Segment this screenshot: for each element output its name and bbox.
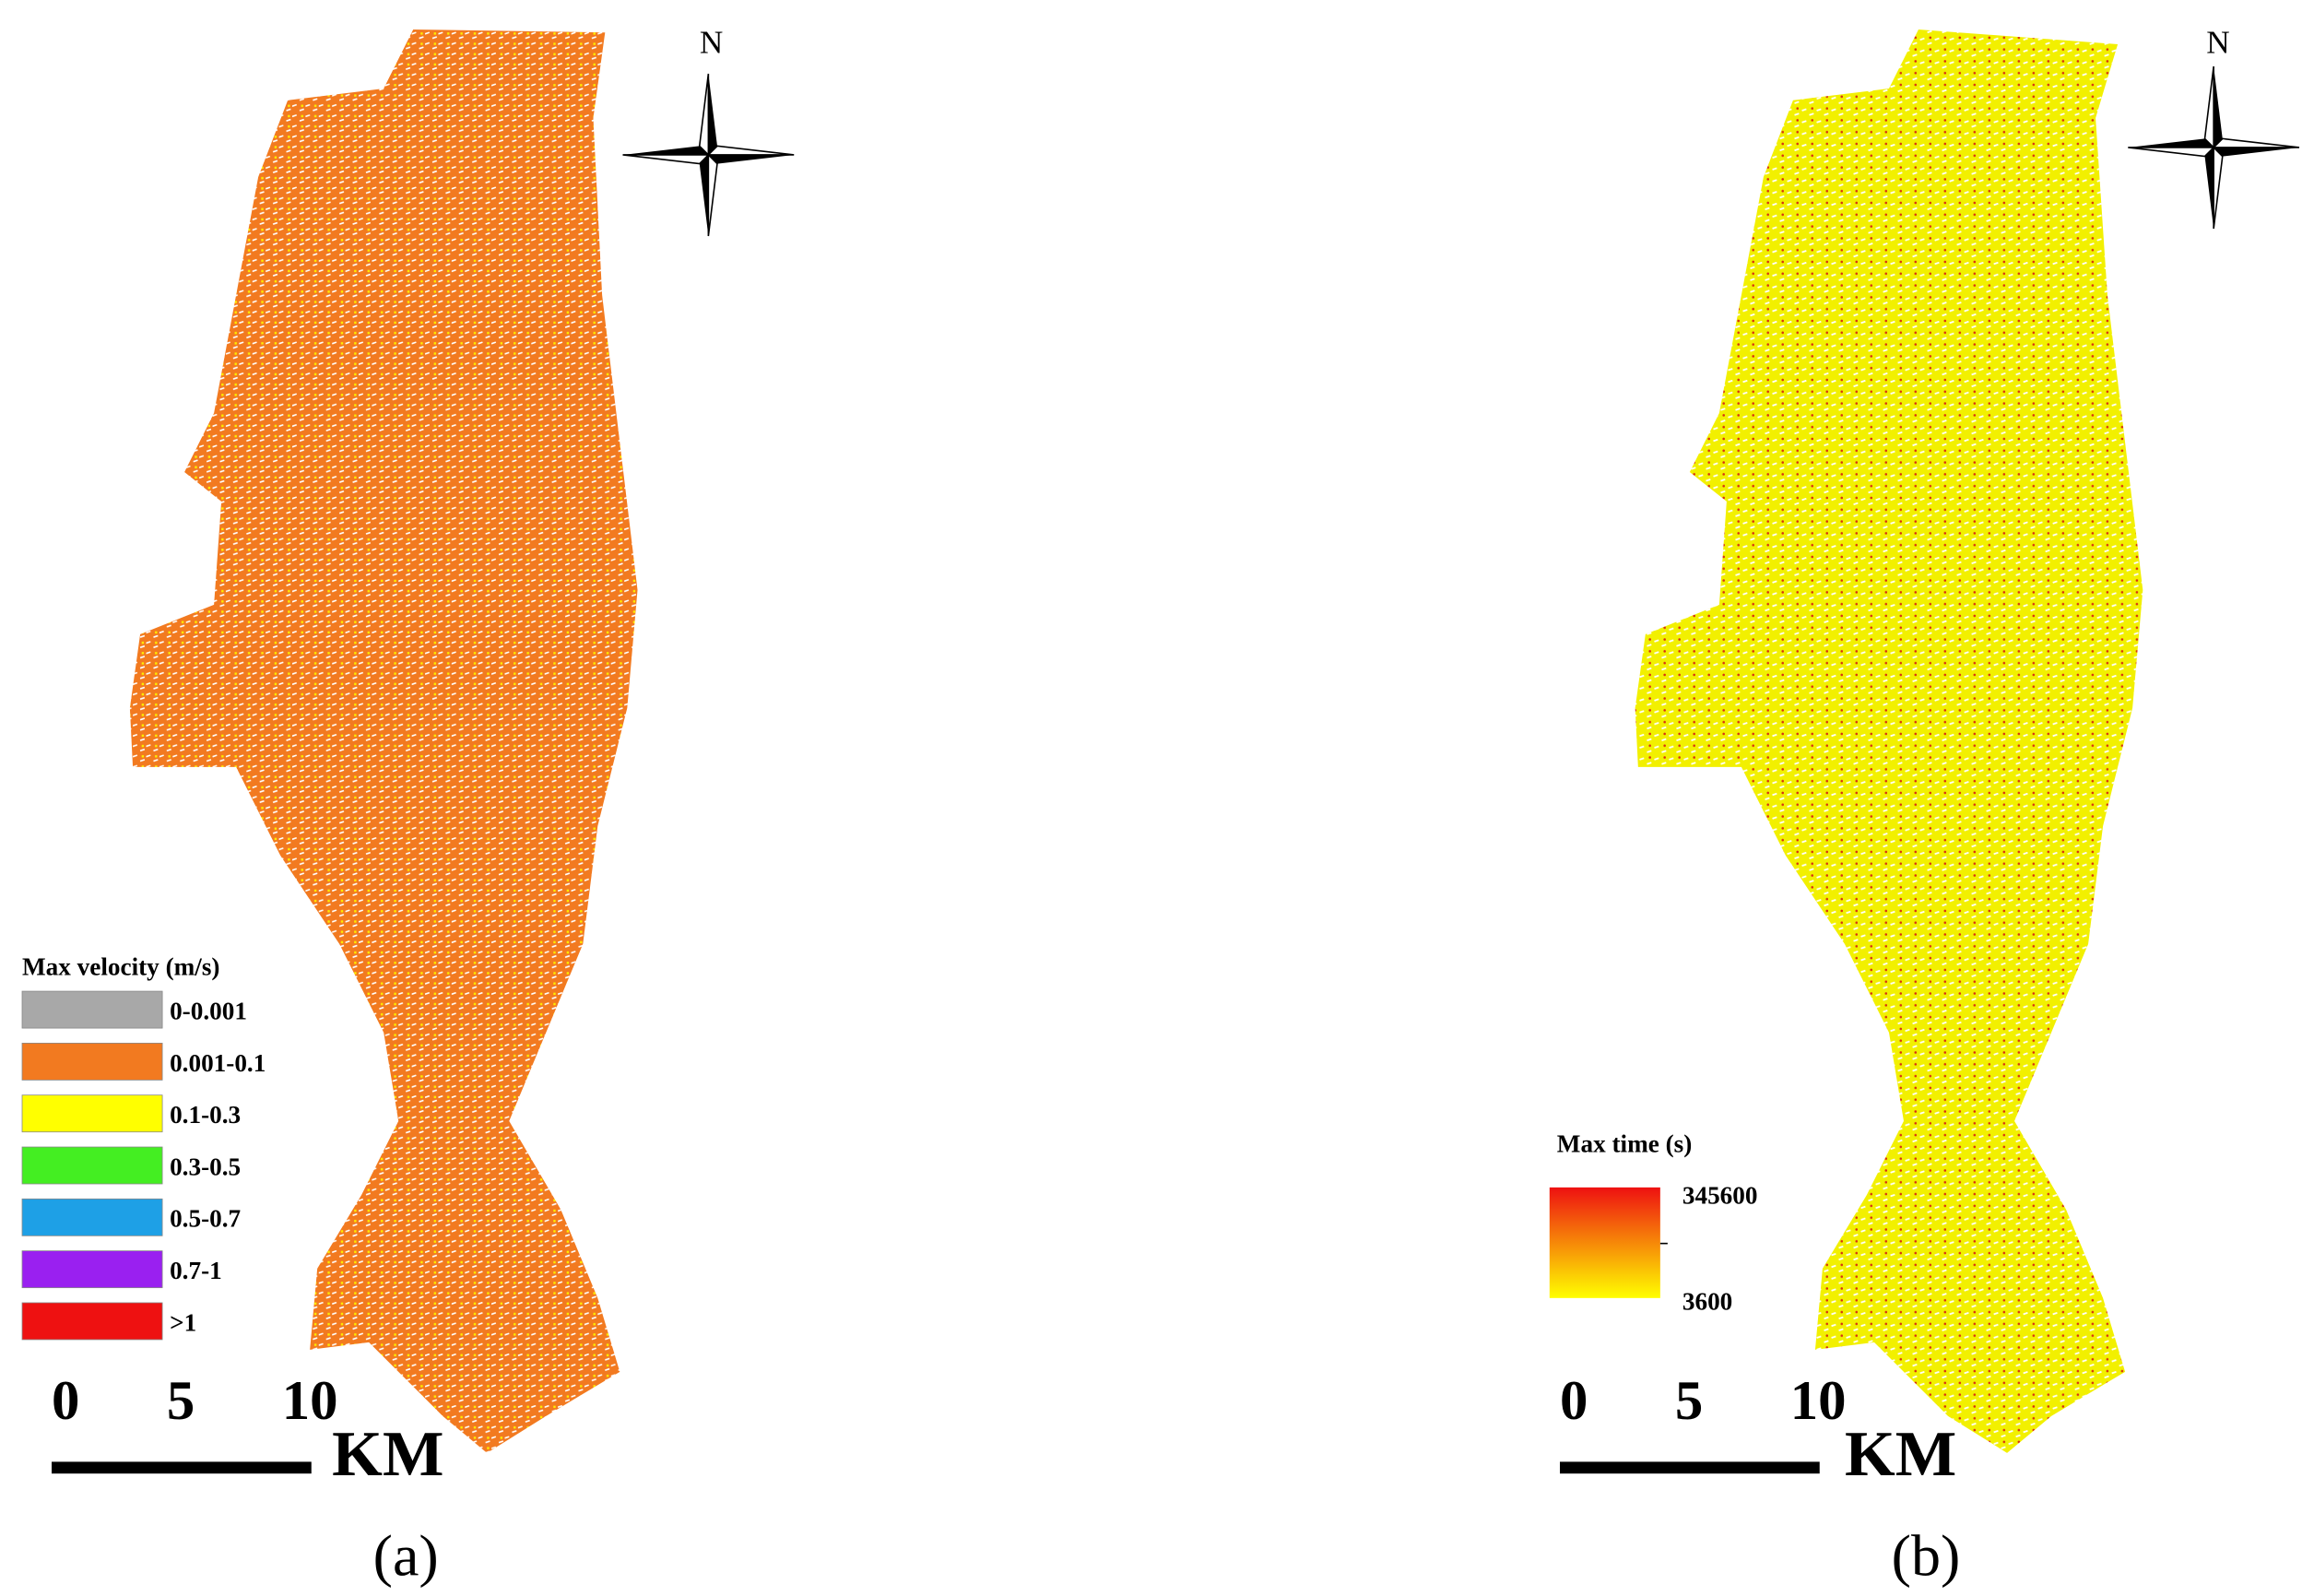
scale-unit: KM (1845, 1418, 1956, 1490)
scale-bar (1560, 1461, 1820, 1474)
scale-bar (52, 1461, 312, 1474)
legend-swatch (21, 1198, 163, 1236)
scale-tick-label: 10 (1790, 1370, 1847, 1432)
map-a (129, 29, 638, 1453)
legend-label: 0.001-0.1 (170, 1049, 266, 1077)
legend-label: 0.7-1 (170, 1257, 222, 1284)
panel-label: (a) (373, 1523, 439, 1589)
legend-label: 0.1-0.3 (170, 1101, 241, 1129)
north-label: N (2206, 25, 2229, 61)
legend-swatch (21, 1302, 163, 1341)
scale-unit: KM (332, 1418, 443, 1490)
legend-title: Max velocity (m/s) (22, 952, 219, 980)
panel-label: (b) (1892, 1523, 1961, 1589)
legend-swatch (21, 1094, 163, 1133)
legend-ramp (1549, 1187, 1660, 1298)
north-label: N (700, 25, 723, 61)
compass-b (2127, 65, 2300, 230)
compass-a (621, 73, 796, 237)
legend-label: 0.3-0.5 (170, 1153, 241, 1180)
scale-tick-label: 0 (1560, 1370, 1588, 1432)
legend-min: 3600 (1682, 1288, 1732, 1316)
legend-swatch (21, 1250, 163, 1289)
legend-swatch (21, 990, 163, 1029)
map-b (1635, 29, 2143, 1453)
legend-max: 345600 (1682, 1181, 1758, 1209)
legend-swatch (21, 1042, 163, 1081)
scale-tick-label: 0 (52, 1370, 79, 1432)
scale-tick-label: 5 (167, 1370, 195, 1432)
legend-swatch (21, 1146, 163, 1185)
scale-tick-label: 10 (282, 1370, 338, 1432)
legend-label: >1 (170, 1308, 196, 1336)
legend-label: 0-0.001 (170, 997, 247, 1024)
legend-title: Max time (s) (1557, 1129, 1692, 1157)
scale-tick-label: 5 (1675, 1370, 1703, 1432)
legend-label: 0.5-0.7 (170, 1205, 241, 1233)
